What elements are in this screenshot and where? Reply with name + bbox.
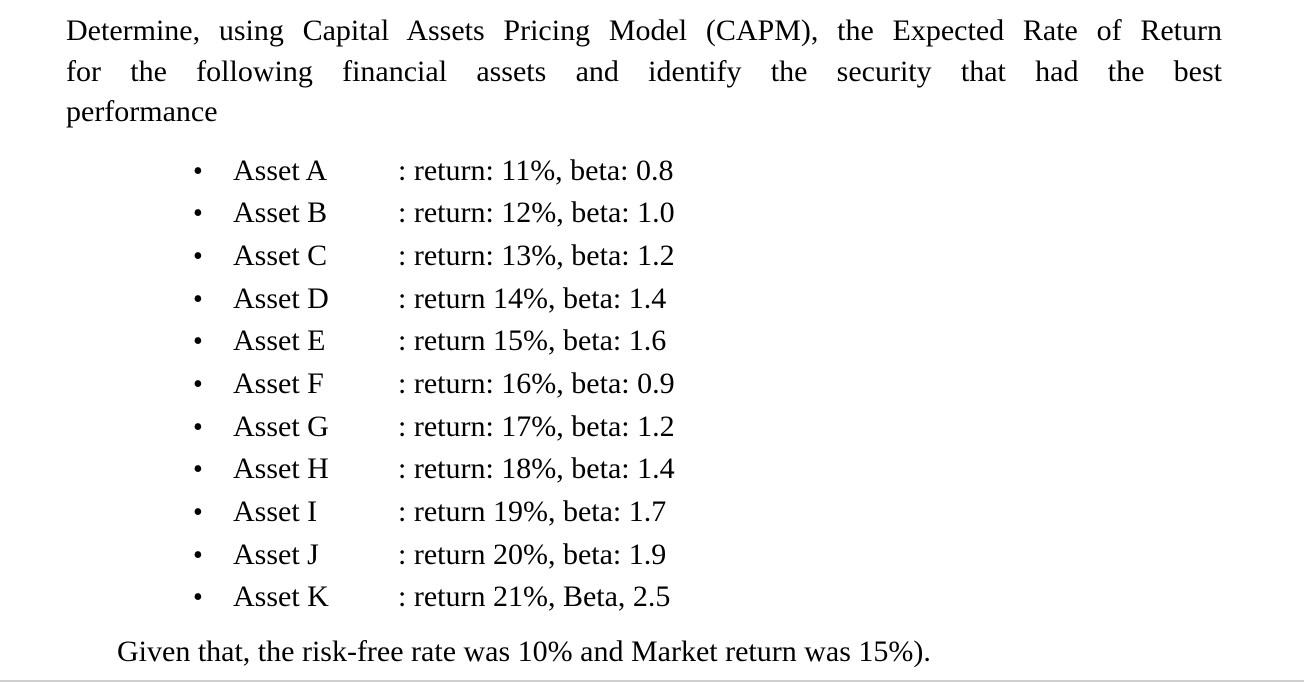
asset-name: Asset K <box>233 580 329 614</box>
paragraph-line: performance <box>66 95 218 128</box>
asset-detail: : return: 12%, beta: 1.0 <box>398 196 675 230</box>
list-item: • Asset C : return: 13%, beta: 1.2 <box>193 235 1304 278</box>
asset-detail: : return: 17%, beta: 1.2 <box>398 409 675 443</box>
list-item: • Asset F : return: 16%, beta: 0.9 <box>193 363 1304 406</box>
asset-name: Asset H <box>233 452 329 486</box>
bullet-icon: • <box>193 326 203 358</box>
bullet-icon: • <box>193 454 203 486</box>
bullet-icon: • <box>193 283 203 315</box>
bullet-icon: • <box>193 368 203 400</box>
asset-name: Asset I <box>233 495 318 528</box>
list-item: • Asset D : return 14%, beta: 1.4 <box>193 278 1304 321</box>
asset-name: Asset G <box>233 409 329 443</box>
asset-detail: : return 19%, beta: 1.7 <box>398 495 667 528</box>
bullet-icon: • <box>193 240 203 272</box>
asset-detail: : return 14%, beta: 1.4 <box>398 281 667 315</box>
bullet-icon: • <box>193 411 203 443</box>
asset-name: Asset C <box>233 238 328 272</box>
bullet-icon: • <box>193 582 203 614</box>
page-bottom-divider <box>0 680 1304 682</box>
asset-detail: : return: 13%, beta: 1.2 <box>398 238 675 272</box>
bullet-icon: • <box>193 539 203 571</box>
bullet-icon: • <box>193 155 203 187</box>
footer-note: Given that, the risk-free rate was 10% a… <box>117 635 931 669</box>
asset-name: Asset F <box>233 366 324 400</box>
asset-name: Asset D <box>233 281 329 315</box>
list-item: • Asset E : return 15%, beta: 1.6 <box>193 320 1304 363</box>
paragraph-line: Determine, using Capital Assets Pricing … <box>66 14 1222 47</box>
asset-detail: : return 15%, beta: 1.6 <box>398 324 667 358</box>
list-item: • Asset K : return 21%, Beta, 2.5 <box>193 576 1304 619</box>
asset-list: • Asset A : return: 11%, beta: 0.8 • Ass… <box>193 150 1304 620</box>
bullet-icon: • <box>193 497 203 528</box>
list-item: • Asset H : return: 18%, beta: 1.4 <box>193 448 1304 491</box>
list-item: • Asset I : return 19%, beta: 1.7 <box>193 491 1304 534</box>
asset-detail: : return: 18%, beta: 1.4 <box>398 452 675 486</box>
list-item: • Asset A : return: 11%, beta: 0.8 <box>193 150 1304 193</box>
list-item: • Asset B : return: 12%, beta: 1.0 <box>193 192 1304 235</box>
asset-name: Asset A <box>233 153 328 187</box>
asset-detail: : return 20%, beta: 1.9 <box>398 537 667 571</box>
question-paragraph: Determine, using Capital Assets Pricing … <box>66 11 1222 133</box>
asset-name: Asset E <box>233 324 326 358</box>
list-item: • Asset G : return: 17%, beta: 1.2 <box>193 406 1304 449</box>
paragraph-line: for the following financial assets and i… <box>66 54 1222 88</box>
asset-name: Asset J <box>233 537 319 571</box>
bullet-icon: • <box>193 198 203 230</box>
asset-name: Asset B <box>233 196 328 230</box>
list-item: • Asset J : return 20%, beta: 1.9 <box>193 534 1304 577</box>
asset-detail: : return: 11%, beta: 0.8 <box>398 153 674 187</box>
asset-detail: : return 21%, Beta, 2.5 <box>398 580 671 614</box>
asset-detail: : return: 16%, beta: 0.9 <box>398 366 675 400</box>
